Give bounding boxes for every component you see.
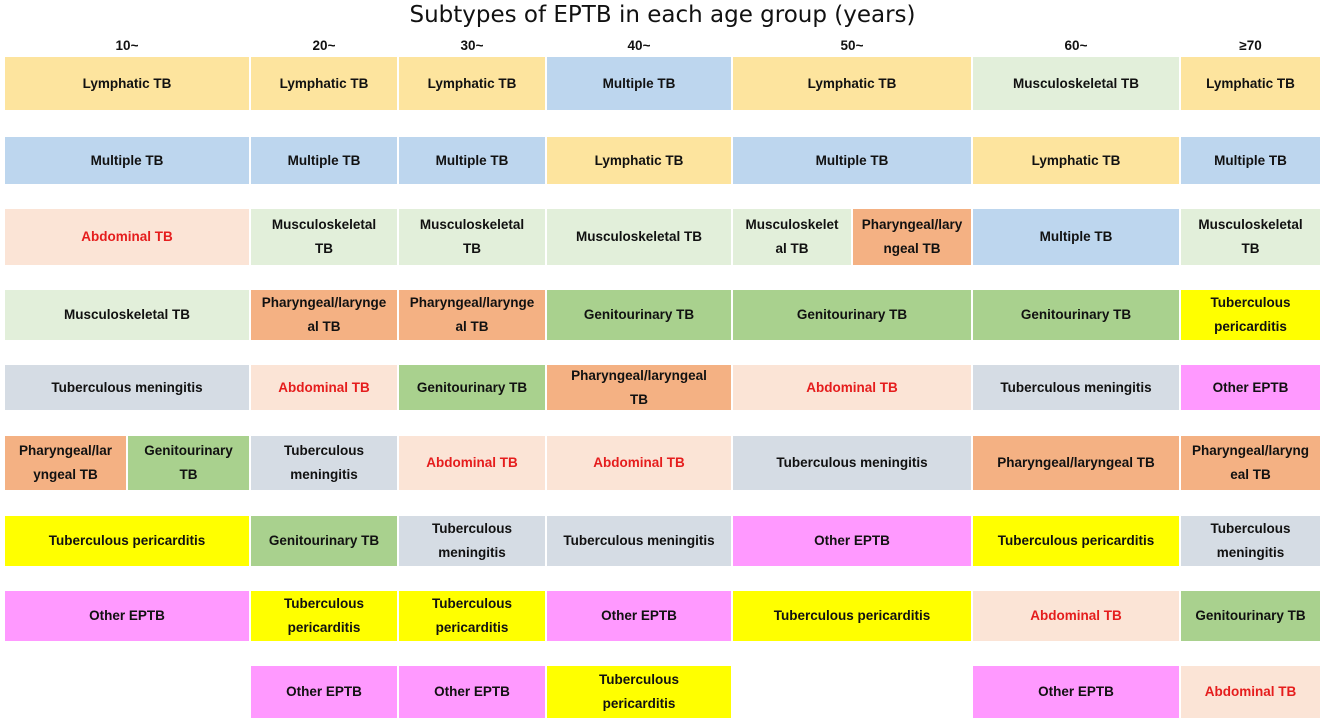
subtype-cell-genitourinary-tb: Genitourinary TB [733, 290, 971, 340]
subtype-cell-lymphatic-tb: Lymphatic TB [973, 137, 1179, 184]
subtype-cell-tuberculous-meningitis: Tuberculous meningitis [1181, 516, 1320, 566]
subtype-cell-lymphatic-tb: Lymphatic TB [251, 57, 397, 110]
age-group-header: 20~ [312, 38, 336, 53]
subtype-cell-abdominal-tb: Abdominal TB [5, 209, 249, 265]
subtype-cell-other-eptb: Other EPTB [973, 666, 1179, 718]
subtype-cell-tuberculous-meningitis: Tuberculous meningitis [399, 516, 545, 566]
subtype-cell-other-eptb: Other EPTB [1181, 365, 1320, 410]
age-group-header: 40~ [627, 38, 651, 53]
subtype-cell-musculoskeletal-tb: Musculoskeletal TB [1181, 209, 1320, 265]
subtype-cell-genitourinary-tb: Genitourinary TB [973, 290, 1179, 340]
subtype-cell-other-eptb: Other EPTB [399, 666, 545, 718]
subtype-cell-pharyngeal-laryngeal-tb: Pharyngeal/lary ngeal TB [853, 209, 971, 265]
subtype-cell-abdominal-tb: Abdominal TB [251, 365, 397, 410]
subtype-cell-abdominal-tb: Abdominal TB [1181, 666, 1320, 718]
subtype-cell-genitourinary-tb: Genitourinary TB [1181, 591, 1320, 641]
subtype-cell-abdominal-tb: Abdominal TB [547, 436, 731, 490]
subtype-cell-tuberculous-pericarditis: Tuberculous pericarditis [1181, 290, 1320, 340]
subtype-cell-tuberculous-pericarditis: Tuberculous pericarditis [5, 516, 249, 566]
subtype-cell-pharyngeal-laryngeal-tb: Pharyngeal/larynge al TB [399, 290, 545, 340]
subtype-cell-musculoskeletal-tb: Musculoskelet al TB [733, 209, 851, 265]
subtype-cell-multiple-tb: Multiple TB [399, 137, 545, 184]
subtype-cell-tuberculous-meningitis: Tuberculous meningitis [251, 436, 397, 490]
subtype-cell-pharyngeal-laryngeal-tb: Pharyngeal/laryngeal TB [973, 436, 1179, 490]
figure-title: Subtypes of EPTB in each age group (year… [409, 2, 916, 28]
subtype-cell-multiple-tb: Multiple TB [251, 137, 397, 184]
subtype-cell-genitourinary-tb: Genitourinary TB [547, 290, 731, 340]
subtype-cell-pharyngeal-laryngeal-tb: Pharyngeal/larynge al TB [251, 290, 397, 340]
subtype-cell-tuberculous-meningitis: Tuberculous meningitis [547, 516, 731, 566]
subtype-cell-musculoskeletal-tb: Musculoskeletal TB [5, 290, 249, 340]
age-group-header: 30~ [460, 38, 484, 53]
subtype-cell-pharyngeal-laryngeal-tb: Pharyngeal/laryngeal TB [547, 365, 731, 410]
subtype-cell-tuberculous-meningitis: Tuberculous meningitis [973, 365, 1179, 410]
subtype-cell-abdominal-tb: Abdominal TB [973, 591, 1179, 641]
subtype-cell-other-eptb: Other EPTB [5, 591, 249, 641]
subtype-cell-multiple-tb: Multiple TB [547, 57, 731, 110]
age-group-header: 50~ [840, 38, 864, 53]
subtype-cell-multiple-tb: Multiple TB [1181, 137, 1320, 184]
subtype-cell-genitourinary-tb: Genitourinary TB [251, 516, 397, 566]
subtype-cell-tuberculous-pericarditis: Tuberculous pericarditis [733, 591, 971, 641]
subtype-cell-musculoskeletal-tb: Musculoskeletal TB [547, 209, 731, 265]
subtype-cell-pharyngeal-laryngeal-tb: Pharyngeal/lar yngeal TB [5, 436, 126, 490]
subtype-cell-lymphatic-tb: Lymphatic TB [399, 57, 545, 110]
subtype-cell-multiple-tb: Multiple TB [973, 209, 1179, 265]
subtype-cell-tuberculous-pericarditis: Tuberculous pericarditis [399, 591, 545, 641]
subtype-cell-abdominal-tb: Abdominal TB [399, 436, 545, 490]
age-group-header: 60~ [1064, 38, 1088, 53]
subtype-cell-musculoskeletal-tb: Musculoskeletal TB [251, 209, 397, 265]
age-group-header: 10~ [115, 38, 139, 53]
subtype-cell-tuberculous-meningitis: Tuberculous meningitis [5, 365, 249, 410]
subtype-cell-pharyngeal-laryngeal-tb: Pharyngeal/laryng eal TB [1181, 436, 1320, 490]
subtype-cell-genitourinary-tb: Genitourinary TB [128, 436, 249, 490]
subtype-cell-other-eptb: Other EPTB [547, 591, 731, 641]
subtype-cell-lymphatic-tb: Lymphatic TB [547, 137, 731, 184]
subtype-cell-musculoskeletal-tb: Musculoskeletal TB [399, 209, 545, 265]
subtype-cell-multiple-tb: Multiple TB [733, 137, 971, 184]
subtype-cell-tuberculous-pericarditis: Tuberculous pericarditis [973, 516, 1179, 566]
subtype-cell-tuberculous-meningitis: Tuberculous meningitis [733, 436, 971, 490]
subtype-cell-other-eptb: Other EPTB [733, 516, 971, 566]
subtype-cell-musculoskeletal-tb: Musculoskeletal TB [973, 57, 1179, 110]
subtype-cell-lymphatic-tb: Lymphatic TB [1181, 57, 1320, 110]
subtype-cell-multiple-tb: Multiple TB [5, 137, 249, 184]
subtype-cell-lymphatic-tb: Lymphatic TB [733, 57, 971, 110]
subtype-cell-lymphatic-tb: Lymphatic TB [5, 57, 249, 110]
subtype-cell-tuberculous-pericarditis: Tuberculous pericarditis [251, 591, 397, 641]
subtype-cell-tuberculous-pericarditis: Tuberculous pericarditis [547, 666, 731, 718]
subtype-cell-other-eptb: Other EPTB [251, 666, 397, 718]
age-group-header: ≥70 [1239, 38, 1262, 53]
subtype-cell-abdominal-tb: Abdominal TB [733, 365, 971, 410]
subtype-cell-genitourinary-tb: Genitourinary TB [399, 365, 545, 410]
